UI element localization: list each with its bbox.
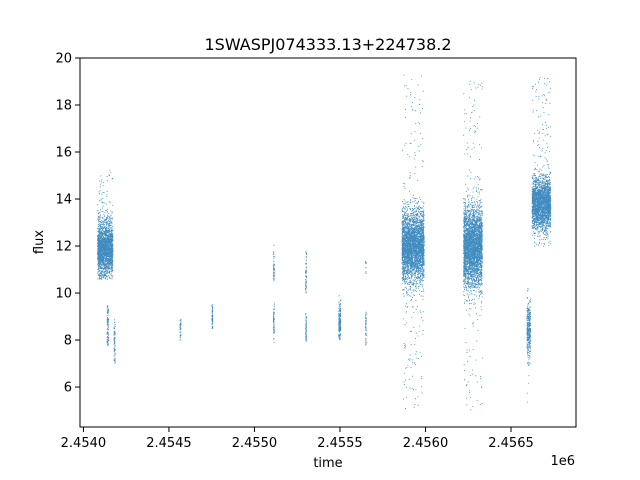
data-point-marks [305,250,307,294]
data-point-marks [365,261,367,274]
axes-frame [79,57,577,428]
data-point-marks [531,77,552,247]
point-cluster [531,77,552,247]
x-axis: 2.4540 2.4545 2.4550 2.4555 2.4560 2.4565 [61,427,534,451]
y-tick-label: 12 [55,240,72,255]
data-point-marks [179,319,182,341]
y-axis-label: flux [32,230,47,254]
point-cluster [401,74,425,409]
point-cluster [305,313,307,342]
y-tick-label: 8 [64,334,72,349]
point-cluster [338,295,342,341]
x-tick-label: 2.4560 [403,436,449,451]
y-tick-label: 10 [55,287,72,302]
point-cluster [106,305,110,346]
x-tick-label: 2.4550 [232,436,278,451]
point-cluster [526,288,531,403]
data-point-marks [526,288,531,403]
data-point-marks [365,311,367,346]
x-tick-label: 2.4545 [146,436,192,451]
chart-title: 1SWASPJ074333.13+224738.2 [204,35,451,54]
data-point-marks [97,169,114,280]
y-tick-label: 6 [64,381,72,396]
y-axis: 6 8 10 12 14 16 18 20 [55,52,80,396]
point-cluster [463,80,483,411]
point-cluster [365,261,367,274]
point-cluster [97,169,114,280]
point-cluster [365,311,367,346]
point-cluster [211,304,214,330]
x-axis-label: time [313,456,342,471]
data-point-marks [211,304,214,330]
point-cluster [272,244,275,282]
x-axis-offset-label: 1e6 [550,454,575,469]
data-points [97,74,552,411]
point-cluster [273,302,275,343]
data-point-marks [338,295,342,341]
x-tick-label: 2.4540 [61,436,107,451]
data-point-marks [273,302,275,343]
data-point-marks [113,319,116,365]
y-tick-label: 18 [55,99,72,114]
y-tick-label: 14 [55,193,72,208]
data-point-marks [305,313,307,342]
point-cluster [305,250,307,294]
x-tick-label: 2.4555 [317,436,363,451]
point-cluster [179,319,182,341]
data-point-marks [463,80,483,411]
data-point-marks [106,305,110,346]
data-point-marks [401,74,425,409]
y-tick-label: 16 [55,146,72,161]
x-tick-label: 2.4565 [488,436,534,451]
point-cluster [113,319,116,365]
data-point-marks [272,244,275,282]
y-tick-label: 20 [55,52,72,67]
